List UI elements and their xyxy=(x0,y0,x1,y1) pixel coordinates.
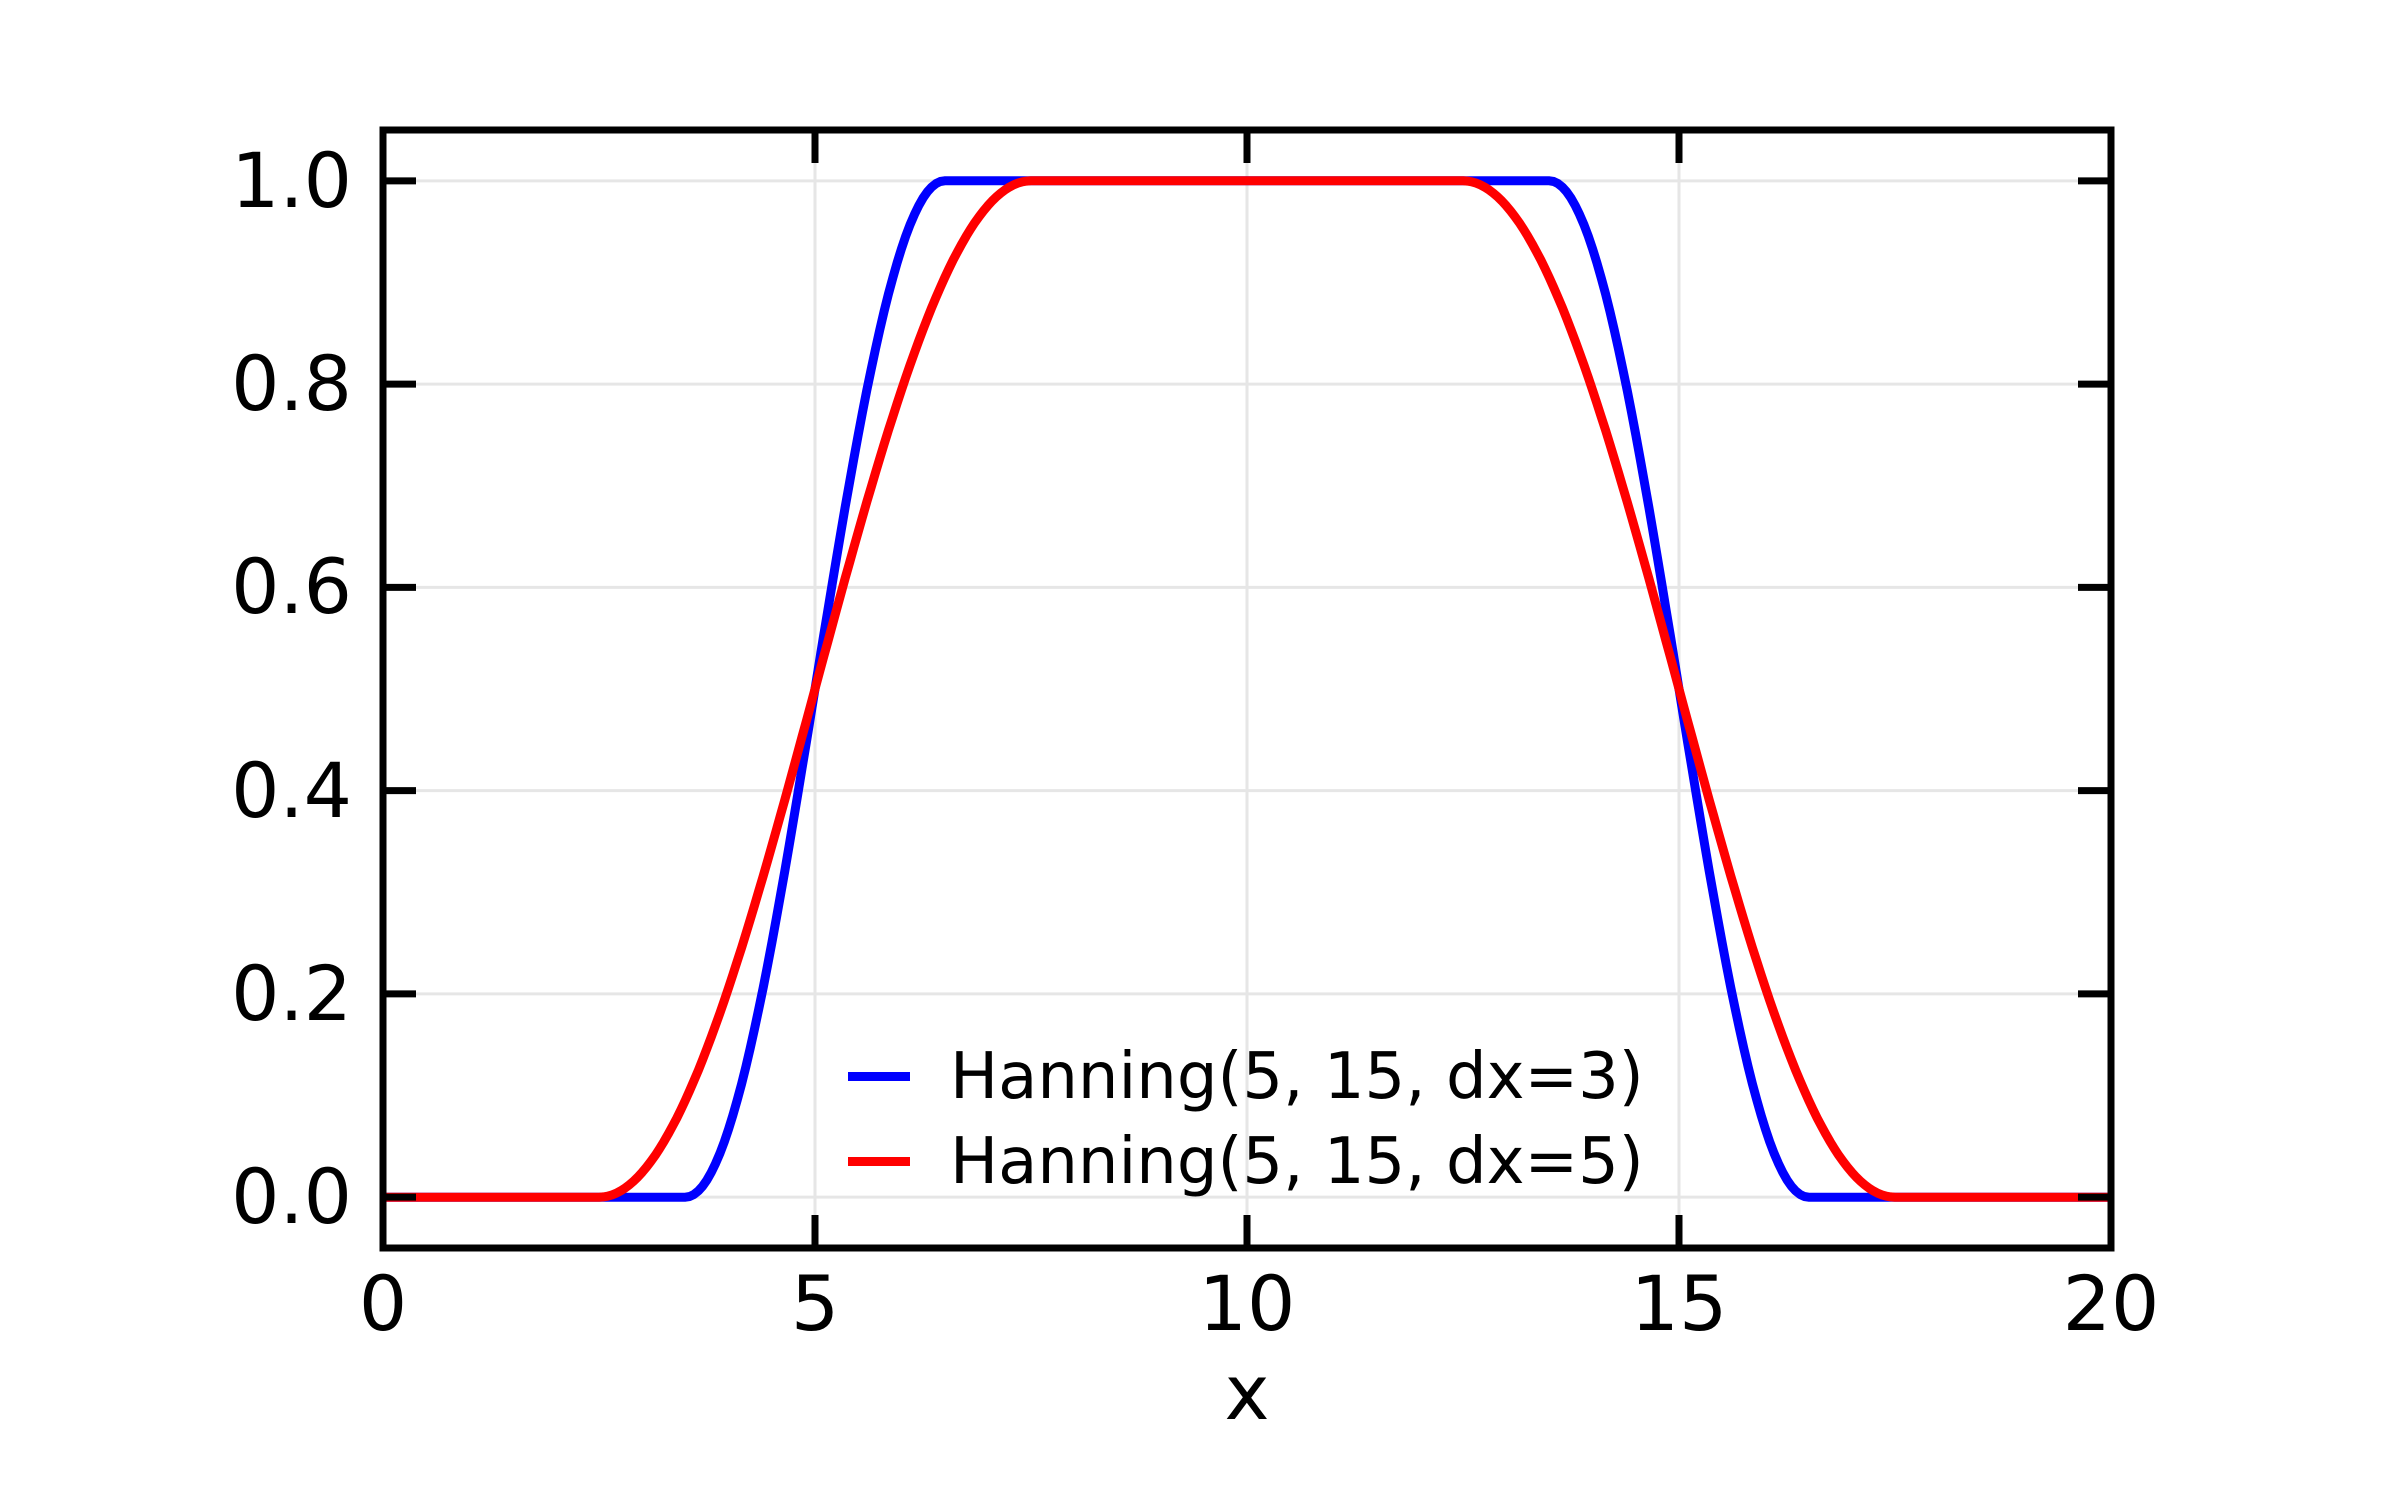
legend-label: Hanning(5, 15, dx=3) xyxy=(950,1039,1644,1114)
x-tick-label: 10 xyxy=(1198,1259,1296,1348)
x-tick-label: 15 xyxy=(1630,1259,1728,1348)
legend-line-sample-red xyxy=(848,1157,910,1166)
legend: Hanning(5, 15, dx=3) Hanning(5, 15, dx=5… xyxy=(848,1034,1644,1204)
y-tick-label: 0.6 xyxy=(231,542,352,632)
y-tick-label: 0.2 xyxy=(231,948,352,1038)
legend-entry: Hanning(5, 15, dx=3) xyxy=(848,1034,1644,1119)
legend-line-sample-blue xyxy=(848,1072,910,1081)
legend-label: Hanning(5, 15, dx=5) xyxy=(950,1124,1644,1199)
y-tick-label: 0.0 xyxy=(231,1152,352,1242)
legend-entry: Hanning(5, 15, dx=5) xyxy=(848,1119,1644,1204)
y-tick-label: 1.0 xyxy=(231,135,352,225)
y-tick-label: 0.8 xyxy=(231,339,352,429)
series-line-1 xyxy=(382,176,2112,1202)
x-tick-label: 20 xyxy=(2062,1259,2160,1348)
x-tick-label: 0 xyxy=(358,1259,408,1348)
x-tick-label: 5 xyxy=(790,1259,840,1348)
x-axis-label: x xyxy=(1224,1348,1270,1437)
y-tick-label: 0.4 xyxy=(231,745,352,835)
